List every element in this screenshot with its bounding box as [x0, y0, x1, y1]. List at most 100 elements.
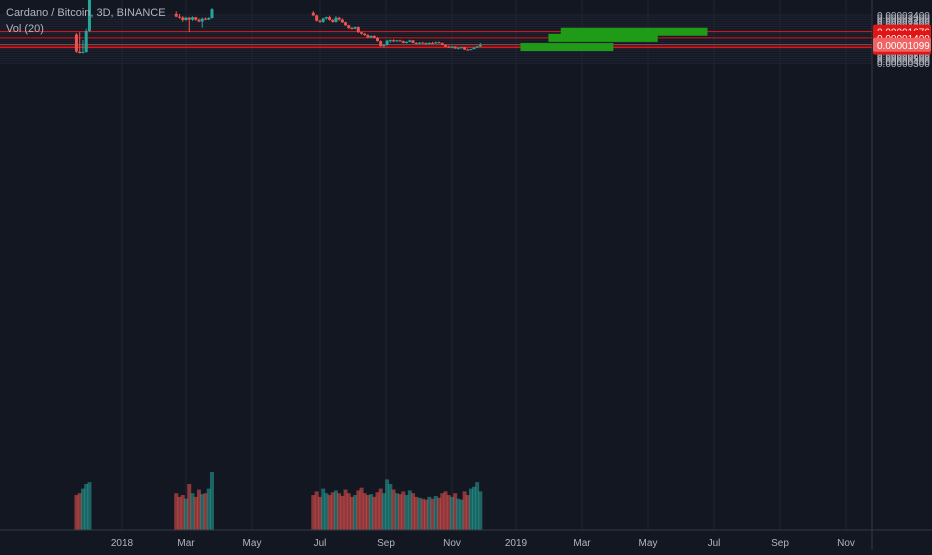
volume-bar — [311, 495, 316, 530]
candle-body — [444, 44, 448, 47]
candle-body — [475, 46, 479, 48]
candle-body — [200, 18, 204, 22]
candle-body — [421, 42, 425, 44]
volume-bar — [330, 492, 335, 530]
volume-bar — [394, 493, 399, 530]
x-tick-label: Sep — [771, 538, 789, 549]
candle-body — [459, 47, 463, 49]
y-tick-label: 0.00000500 — [877, 55, 930, 66]
price-labels: 0.000016760.000014000.000010040.00000976… — [873, 24, 931, 55]
candle-body — [408, 40, 412, 42]
candle-body — [450, 46, 454, 48]
candle-body — [472, 47, 476, 50]
volume-bar — [468, 488, 473, 530]
candle-body — [385, 40, 389, 45]
volume-bar — [437, 497, 442, 530]
candle-body — [324, 17, 328, 19]
target-zone — [548, 33, 658, 42]
candle-body — [379, 41, 383, 46]
candle-body — [331, 20, 335, 22]
volume-bar — [378, 488, 383, 530]
candle-body — [311, 12, 315, 16]
candle-body — [318, 20, 322, 22]
horizontal-levels — [0, 31, 872, 49]
volume-bar — [365, 495, 370, 530]
volume-bar — [459, 499, 464, 530]
candle-body — [388, 40, 392, 42]
volume-bar — [343, 489, 348, 530]
candle-body — [74, 34, 78, 52]
y-tick-label: 0.00002100 — [877, 18, 930, 29]
candle-body — [81, 52, 85, 54]
volume-bar — [209, 472, 214, 530]
candle-body — [440, 43, 444, 45]
price-label-bg — [873, 37, 931, 52]
volume-bar — [385, 479, 390, 530]
candle-body — [395, 40, 399, 42]
volume-bar — [446, 495, 451, 530]
y-tick-label: 0.00000700 — [877, 50, 930, 61]
candle-body — [372, 36, 376, 38]
volume-bar — [417, 497, 422, 530]
volume-bar — [420, 498, 425, 530]
candle-body — [84, 31, 88, 53]
volume-bar — [353, 495, 358, 530]
candle-body — [344, 22, 348, 26]
volume-bar — [174, 493, 179, 530]
volume-bar — [84, 484, 89, 530]
price-label: 0.00001099 — [877, 41, 930, 52]
candle-body — [197, 19, 201, 22]
volume-bar — [398, 494, 403, 530]
candle-body — [456, 47, 460, 49]
candle-body — [181, 17, 185, 21]
x-tick-label: Sep — [377, 538, 395, 549]
candle-body — [366, 35, 370, 38]
volume-bar — [180, 495, 185, 530]
volume-bar — [388, 484, 393, 530]
candle-body — [328, 17, 332, 21]
volume-bar — [187, 484, 192, 530]
volume-bar — [407, 490, 412, 530]
volume-bar — [465, 495, 470, 530]
y-tick-label: 0.00002200 — [877, 16, 930, 27]
candle-body — [190, 17, 194, 20]
volume-bar — [414, 496, 419, 530]
x-tick-label: May — [639, 538, 658, 549]
volume-bar — [177, 496, 182, 530]
symbol-title[interactable]: Cardano / Bitcoin, 3D, BINANCE — [6, 7, 166, 19]
candle-body — [431, 42, 435, 44]
volume-bar — [340, 495, 345, 530]
candle-body — [177, 16, 181, 18]
candle-body — [434, 42, 438, 44]
volume-bar — [327, 495, 332, 530]
volume-bars — [74, 472, 483, 530]
x-tick-label: Nov — [837, 538, 855, 549]
volume-bar — [475, 482, 480, 530]
candle-body — [187, 17, 191, 20]
candle-body — [478, 44, 482, 47]
candle-body — [437, 42, 441, 44]
x-tick-label: 2019 — [505, 538, 528, 549]
candle-body — [382, 44, 386, 46]
y-tick-label: 0.00000400 — [877, 57, 930, 68]
volume-bar — [362, 493, 367, 530]
volume-bar — [372, 496, 377, 530]
volume-bar — [472, 486, 477, 530]
volume-bar — [318, 496, 322, 530]
volume-indicator-label[interactable]: Vol (20) — [6, 23, 44, 35]
candle-body — [424, 43, 428, 45]
candle-body — [347, 25, 351, 29]
candle-body — [315, 15, 319, 21]
candle-body — [469, 49, 473, 51]
volume-bar — [443, 491, 448, 530]
candle-body — [360, 32, 364, 34]
volume-bar — [462, 491, 467, 530]
volume-bar — [190, 493, 195, 530]
volume-bar — [440, 493, 445, 530]
candle-body — [447, 46, 451, 48]
volume-bar — [314, 491, 319, 530]
volume-bar — [193, 496, 198, 530]
